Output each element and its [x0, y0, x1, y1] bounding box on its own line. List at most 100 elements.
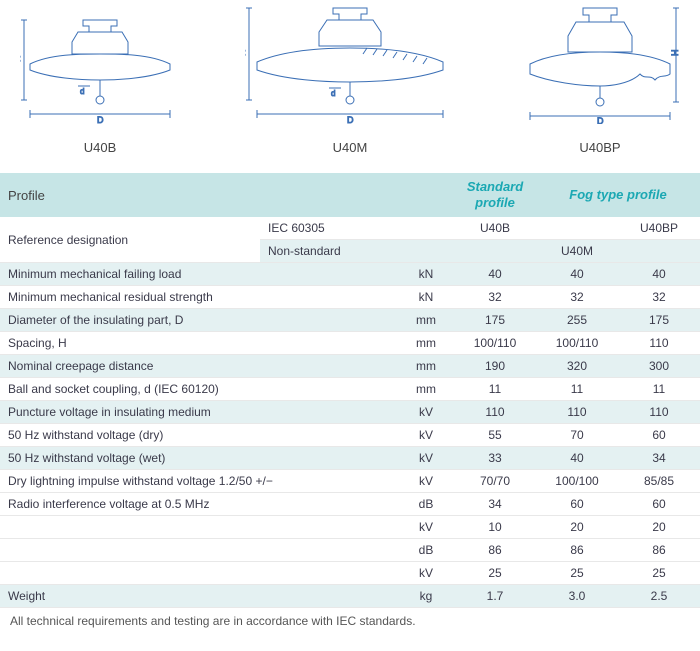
row-unit: dB: [398, 493, 454, 516]
table-row: Ball and socket coupling, d (IEC 60120)m…: [0, 378, 700, 401]
row-val-3: 25: [618, 562, 700, 585]
row-val-3: 11: [618, 378, 700, 401]
row-unit: kg: [398, 585, 454, 608]
diagram-label: U40M: [245, 140, 455, 155]
row-val-2: 320: [536, 355, 618, 378]
row-val-3: 85/85: [618, 470, 700, 493]
row-val-2: 60: [536, 493, 618, 516]
row-unit: mm: [398, 332, 454, 355]
row-unit: kN: [398, 263, 454, 286]
row-val-3: 2.5: [618, 585, 700, 608]
header-standard-profile: Standard profile: [454, 173, 536, 217]
ref-designation-label: Reference designation: [0, 217, 260, 263]
row-val-3: 60: [618, 493, 700, 516]
row-val-2: 110: [536, 401, 618, 424]
row-val-1: 33: [454, 447, 536, 470]
row-label: 50 Hz withstand voltage (wet): [0, 447, 398, 470]
row-label: Ball and socket coupling, d (IEC 60120): [0, 378, 398, 401]
row-label: 50 Hz withstand voltage (dry): [0, 424, 398, 447]
row-unit: kV: [398, 470, 454, 493]
row-unit: kV: [398, 447, 454, 470]
footnote: All technical requirements and testing a…: [0, 608, 700, 634]
ref-u40bp: U40BP: [618, 217, 700, 240]
insulator-drawing-u40bp: H D: [520, 4, 680, 124]
row-val-3: 86: [618, 539, 700, 562]
table-row: Dry lightning impulse withstand voltage …: [0, 470, 700, 493]
row-label: Dry lightning impulse withstand voltage …: [0, 470, 398, 493]
row-label: [0, 516, 398, 539]
row-unit: kV: [398, 424, 454, 447]
table-row: 50 Hz withstand voltage (wet)kV334034: [0, 447, 700, 470]
row-val-2: 3.0: [536, 585, 618, 608]
row-val-1: 40: [454, 263, 536, 286]
svg-text:D: D: [347, 115, 354, 124]
diagram-u40b: H d D U40B: [20, 14, 180, 155]
ref-u40b: U40B: [454, 217, 536, 240]
row-unit: mm: [398, 378, 454, 401]
row-val-2: 11: [536, 378, 618, 401]
insulator-drawing-u40m: H d D: [245, 4, 455, 124]
row-label: Weight: [0, 585, 398, 608]
row-val-3: 40: [618, 263, 700, 286]
row-val-3: 32: [618, 286, 700, 309]
table-row: Nominal creepage distancemm190320300: [0, 355, 700, 378]
row-val-3: 110: [618, 401, 700, 424]
row-label: [0, 562, 398, 585]
svg-text:H: H: [670, 50, 680, 57]
row-label: [0, 539, 398, 562]
table-row: 50 Hz withstand voltage (dry)kV557060: [0, 424, 700, 447]
row-label: Diameter of the insulating part, D: [0, 309, 398, 332]
table-row: kV252525: [0, 562, 700, 585]
svg-text:d: d: [331, 89, 335, 98]
row-val-1: 1.7: [454, 585, 536, 608]
table-row: kV102020: [0, 516, 700, 539]
row-val-1: 190: [454, 355, 536, 378]
row-unit: mm: [398, 355, 454, 378]
row-val-2: 40: [536, 263, 618, 286]
row-val-3: 175: [618, 309, 700, 332]
row-unit: dB: [398, 539, 454, 562]
row-label: Minimum mechanical residual strength: [0, 286, 398, 309]
row-val-1: 10: [454, 516, 536, 539]
row-val-3: 110: [618, 332, 700, 355]
row-label: Nominal creepage distance: [0, 355, 398, 378]
table-row: Puncture voltage in insulating mediumkV1…: [0, 401, 700, 424]
row-val-2: 100/100: [536, 470, 618, 493]
row-val-2: 32: [536, 286, 618, 309]
diagram-u40bp: H D U40BP: [520, 4, 680, 155]
table-row: Diameter of the insulating part, Dmm 1752…: [0, 309, 700, 332]
svg-text:D: D: [97, 115, 104, 124]
row-val-2: 255: [536, 309, 618, 332]
diagram-label: U40B: [20, 140, 180, 155]
row-unit: kN: [398, 286, 454, 309]
table-row: Spacing, Hmm100/110100/110110: [0, 332, 700, 355]
table-row: dB868686: [0, 539, 700, 562]
row-unit: kV: [398, 516, 454, 539]
diagram-row: H d D U40B: [0, 0, 700, 155]
svg-text:D: D: [597, 116, 604, 124]
spec-table: Profile Standard profile Fog type profil…: [0, 173, 700, 608]
row-label: Minimum mechanical failing load: [0, 263, 398, 286]
row-label: Spacing, H: [0, 332, 398, 355]
row-val-1: 55: [454, 424, 536, 447]
table-row: Minimum mechanical failing loadkN404040: [0, 263, 700, 286]
svg-text:H: H: [245, 50, 247, 57]
svg-text:H: H: [20, 56, 22, 63]
insulator-drawing-u40b: H d D: [20, 14, 180, 124]
row-val-2: 100/110: [536, 332, 618, 355]
ref-u40m: U40M: [536, 240, 618, 263]
row-val-1: 34: [454, 493, 536, 516]
table-row: Minimum mechanical residual strengthkN 32…: [0, 286, 700, 309]
row-val-1: 86: [454, 539, 536, 562]
ref-row-iec: Reference designation IEC 60305 U40B U40…: [0, 217, 700, 240]
header-profile: Profile: [0, 173, 398, 217]
row-val-1: 100/110: [454, 332, 536, 355]
svg-text:d: d: [80, 87, 84, 96]
row-unit: kV: [398, 401, 454, 424]
row-val-3: 34: [618, 447, 700, 470]
table-row: Weightkg1.73.02.5: [0, 585, 700, 608]
row-val-3: 60: [618, 424, 700, 447]
row-val-2: 40: [536, 447, 618, 470]
row-unit: mm: [398, 309, 454, 332]
row-val-1: 110: [454, 401, 536, 424]
